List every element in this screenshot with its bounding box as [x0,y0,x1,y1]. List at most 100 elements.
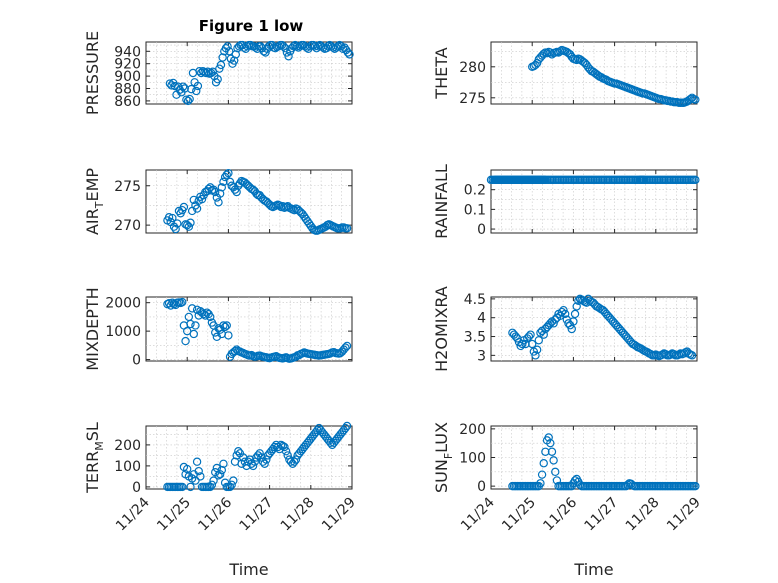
data-point [342,341,352,351]
panel-h2omixra: 3 3.5 4 4.5 H2OMIXRA [432,286,698,372]
y-tick-label: 200 [459,422,486,438]
data-point [194,466,203,476]
data-point [549,456,558,465]
data-point [219,177,228,187]
data-point [526,330,535,339]
x-tick-label: 11/29 [664,495,704,535]
data-point [560,309,570,319]
panel-rainfall: 0 0.1 0.2 RAINFALL [432,164,700,239]
x-axis-label: Time [228,560,268,579]
data-point [214,198,223,207]
data-point [341,423,350,433]
data-point [222,170,231,179]
data-point [559,305,568,315]
panel-terr-msl: 0 100 200 TERRMSL 11/24 11/25 11/26 11/27 11/28 1… [83,421,359,579]
data-point [283,451,292,460]
data-point [286,457,296,466]
data-point [168,213,177,223]
y-tick-label: 940 [114,44,141,60]
data-point [191,476,200,485]
data-point [165,79,175,88]
data-point [224,331,233,340]
figure-title: Figure 1 low [199,17,304,35]
data-point [187,304,197,313]
data-point [183,96,193,106]
data-point [186,218,195,227]
data-point [310,42,320,51]
data-point [213,74,222,84]
data-point [542,48,552,58]
data-point [215,470,225,479]
data-point [207,480,217,489]
data-point [192,457,202,466]
data-point [178,297,187,307]
data-point [343,48,353,57]
y-axis-label: RAINFALL [432,164,451,239]
data-point [234,447,243,456]
x-tick-label: 11/28 [278,495,318,535]
data-point [341,343,350,352]
data-point [532,345,542,354]
data-point [219,321,228,330]
y-tick-label: 2000 [105,296,141,312]
x-tick-label: 11/28 [623,495,663,535]
y-tick-label: 0 [477,222,486,238]
y-axis-label: AIRTEMP [83,168,106,235]
data-point [224,168,233,178]
data-point [179,202,189,212]
data-point [284,52,293,61]
y-tick-label: 280 [459,60,486,76]
data-point [196,472,205,481]
data-point [567,324,576,334]
y-axis-label: SUNFLUX [432,422,455,493]
y-axis-label: TERRMSL [83,422,106,494]
y-tick-label: 0 [132,353,141,369]
data-point [342,421,352,431]
x-tick-label: 11/27 [582,495,622,535]
data-point [262,455,271,464]
axes-box [490,41,698,105]
y-tick-label: 0.2 [464,183,486,199]
data-point [218,53,227,62]
data-point [518,339,527,349]
data-point [691,175,700,185]
data-point [686,94,695,104]
data-point [248,461,258,471]
data-point [178,482,187,492]
y-tick-label: 100 [459,451,486,467]
y-axis-label: H2OMIXRA [432,286,451,372]
panel-theta: 275 280 THETA [432,41,700,107]
data-point [291,455,301,464]
panel-air-temp: 270 275 AIRTEMP [83,168,353,235]
data-point [691,95,700,104]
data-point [178,82,188,91]
data-point [186,319,195,329]
x-tick-label: 11/29 [319,495,359,535]
data-point [534,336,543,345]
data-point [539,459,548,468]
data-point [544,433,553,442]
data-point [280,442,289,452]
data-point [186,482,195,492]
data-point [206,482,215,492]
data-point [570,309,580,319]
data-point [209,476,218,485]
y-tick-label: 4 [477,311,486,327]
y-tick-label: 1000 [105,324,141,340]
data-point [229,476,238,485]
y-axis-label: THETA [432,47,451,99]
data-point [192,204,202,213]
data-point [220,322,230,332]
x-tick-label: 11/26 [540,494,580,534]
data-point [524,332,534,341]
data-point [551,467,560,477]
data-point [189,329,198,339]
y-tick-label: 860 [114,94,141,110]
data-point [206,312,215,322]
y-axis-label: PRESSURE [83,31,102,115]
y-tick-label: 880 [114,82,141,98]
data-point [187,84,196,94]
y-axis-label: MIXDEPTH [83,287,102,370]
data-point [181,336,190,346]
